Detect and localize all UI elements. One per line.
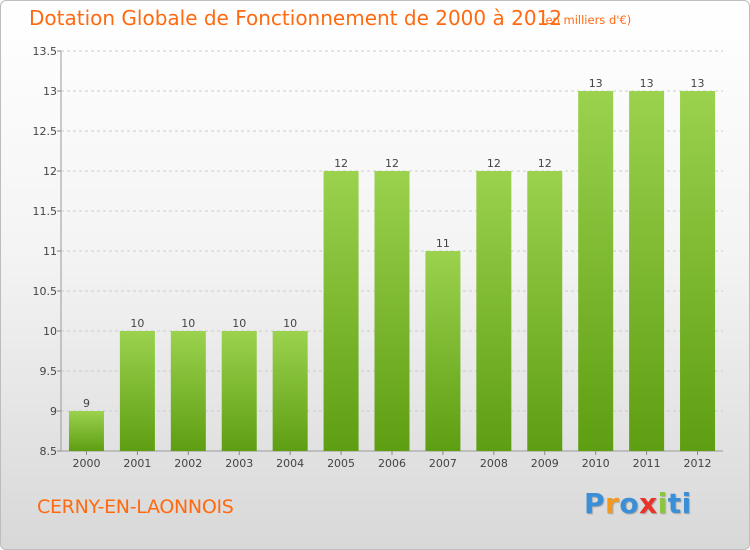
bar (374, 171, 410, 451)
y-tick-label: 11.5 (33, 205, 58, 218)
bar (323, 171, 359, 451)
y-tick-label: 12.5 (33, 125, 58, 138)
place-name: CERNY-EN-LAONNOIS (37, 496, 234, 518)
y-tick-label: 13 (43, 85, 57, 98)
bar (476, 171, 512, 451)
bar (221, 331, 257, 451)
data-label: 13 (691, 77, 705, 90)
bar (629, 91, 665, 451)
data-label: 13 (589, 77, 603, 90)
x-tick-label: 2011 (633, 457, 661, 470)
bar (170, 331, 206, 451)
data-label: 11 (436, 237, 450, 250)
data-label: 10 (130, 317, 144, 330)
bar (527, 171, 563, 451)
logo-letter: P (584, 487, 606, 520)
x-tick-label: 2012 (684, 457, 712, 470)
x-tick-label: 2010 (582, 457, 610, 470)
x-tick-label: 2008 (480, 457, 508, 470)
y-tick-label: 9.5 (40, 365, 58, 378)
data-label: 12 (487, 157, 501, 170)
x-tick-label: 2003 (225, 457, 253, 470)
data-label: 12 (385, 157, 399, 170)
x-tick-label: 2006 (378, 457, 406, 470)
y-tick-label: 11 (43, 245, 57, 258)
x-tick-label: 2002 (174, 457, 202, 470)
proxiti-logo: Proxiti (584, 487, 692, 520)
y-tick-label: 8.5 (40, 445, 58, 458)
x-tick-label: 2005 (327, 457, 355, 470)
logo-letter: i (657, 487, 668, 520)
bar (272, 331, 308, 451)
logo-letter: o (619, 487, 640, 520)
unit-label: (en milliers d'€) (541, 13, 632, 27)
data-label: 13 (640, 77, 654, 90)
data-label: 10 (283, 317, 297, 330)
x-tick-label: 2000 (72, 457, 100, 470)
data-label: 10 (181, 317, 195, 330)
x-tick-label: 2007 (429, 457, 457, 470)
labels: 8.5 9 9.5 10 10.5 11 11.5 12 12.5 13 13.5 9 2000 10 20… (33, 45, 712, 470)
y-tick-label: 9 (50, 405, 57, 418)
y-tick-label: 10.5 (33, 285, 58, 298)
bars (68, 91, 716, 451)
bar (425, 251, 461, 451)
bar (119, 331, 155, 451)
logo-letter: r (605, 487, 620, 520)
x-tick-label: 2001 (123, 457, 151, 470)
y-tick-label: 12 (43, 165, 57, 178)
y-tick-label: 10 (43, 325, 57, 338)
chart-title: Dotation Globale de Fonctionnement de 20… (29, 6, 562, 30)
x-tick-label: 2009 (531, 457, 559, 470)
data-label: 10 (232, 317, 246, 330)
bar (578, 91, 614, 451)
data-label: 9 (83, 397, 90, 410)
logo-letter: ti (667, 487, 692, 520)
y-tick-label: 13.5 (33, 45, 58, 58)
data-label: 12 (334, 157, 348, 170)
x-tick-label: 2004 (276, 457, 304, 470)
logo-letter: x (639, 487, 658, 520)
data-label: 12 (538, 157, 552, 170)
bar (680, 91, 716, 451)
bar (68, 411, 104, 451)
